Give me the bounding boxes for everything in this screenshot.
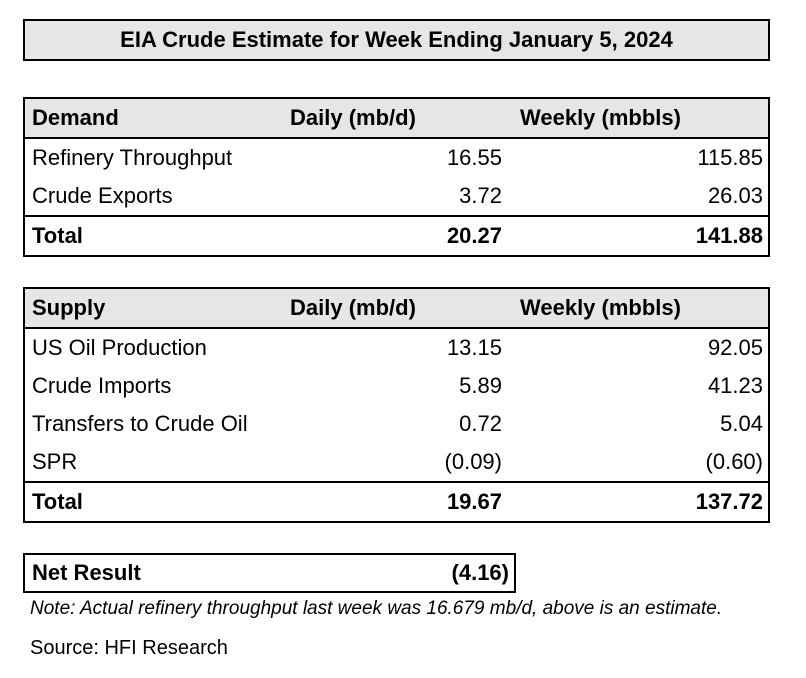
row-weekly: 26.03	[707, 183, 763, 208]
row-daily: 3.72	[459, 183, 502, 208]
row-daily: (0.09)	[444, 449, 502, 474]
demand-total-row: Total 20.27 141.88	[25, 215, 768, 255]
footnote: Note: Actual refinery throughput last we…	[30, 598, 723, 619]
row-weekly: 92.05	[707, 335, 763, 360]
row-label: Crude Imports	[32, 373, 172, 398]
row-label: Crude Exports	[32, 183, 173, 208]
supply-header-weekly: Weekly (mbbls)	[520, 295, 681, 320]
row-daily: 16.55	[446, 145, 502, 170]
demand-header-row: Demand Daily (mb/d) Weekly (mbbls)	[25, 99, 768, 139]
total-label: Total	[32, 223, 83, 248]
supply-table: Supply Daily (mb/d) Weekly (mbbls) US Oi…	[23, 287, 770, 523]
title-text: EIA Crude Estimate for Week Ending Janua…	[120, 27, 673, 52]
table-row: Crude Exports 3.72 26.03	[25, 177, 768, 215]
table-row: Refinery Throughput 16.55 115.85	[25, 139, 768, 177]
source-line: Source: HFI Research	[30, 637, 228, 659]
row-label: Transfers to Crude Oil	[32, 411, 248, 436]
total-daily: 19.67	[446, 489, 502, 514]
demand-table: Demand Daily (mb/d) Weekly (mbbls) Refin…	[23, 97, 770, 257]
row-daily: 0.72	[459, 411, 502, 436]
net-result-label: Net Result	[32, 560, 141, 585]
table-row: Crude Imports 5.89 41.23	[25, 367, 768, 405]
demand-header-weekly: Weekly (mbbls)	[520, 105, 681, 130]
table-row: Transfers to Crude Oil 0.72 5.04	[25, 405, 768, 443]
row-label: SPR	[32, 449, 78, 474]
row-label: Refinery Throughput	[32, 145, 233, 170]
row-weekly: 41.23	[707, 373, 763, 398]
table-row: US Oil Production 13.15 92.05	[25, 329, 768, 367]
net-result-box: Net Result (4.16)	[23, 553, 516, 593]
total-daily: 20.27	[446, 223, 502, 248]
row-label: US Oil Production	[32, 335, 207, 360]
row-weekly: 115.85	[697, 145, 763, 170]
demand-header-daily: Daily (mb/d)	[290, 105, 416, 130]
supply-header-row: Supply Daily (mb/d) Weekly (mbbls)	[25, 289, 768, 329]
page-title: EIA Crude Estimate for Week Ending Janua…	[23, 19, 770, 61]
row-daily: 13.15	[446, 335, 502, 360]
supply-header-daily: Daily (mb/d)	[290, 295, 416, 320]
supply-header-label: Supply	[32, 295, 106, 320]
demand-header-label: Demand	[32, 105, 119, 130]
total-weekly: 137.72	[695, 489, 763, 514]
total-weekly: 141.88	[695, 223, 763, 248]
total-label: Total	[32, 489, 83, 514]
row-weekly: 5.04	[720, 411, 763, 436]
table-row: SPR (0.09) (0.60)	[25, 443, 768, 481]
supply-total-row: Total 19.67 137.72	[25, 481, 768, 521]
net-result-value: (4.16)	[451, 560, 509, 585]
row-daily: 5.89	[459, 373, 502, 398]
row-weekly: (0.60)	[705, 449, 763, 474]
